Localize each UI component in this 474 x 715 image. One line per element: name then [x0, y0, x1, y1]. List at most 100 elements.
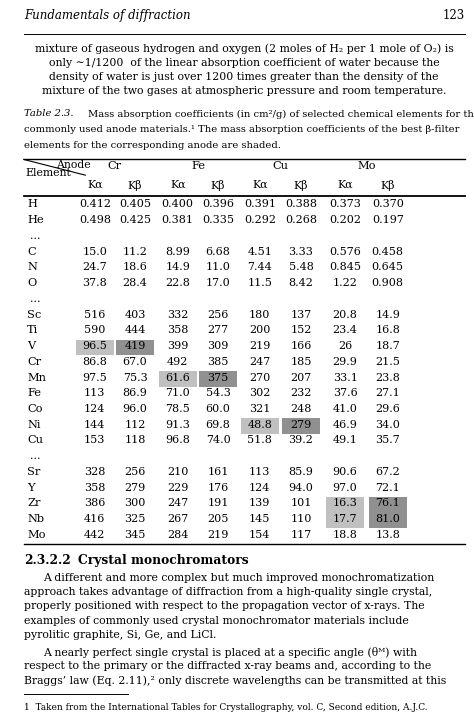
Text: 145: 145: [249, 514, 271, 524]
Text: Kβ: Kβ: [294, 180, 308, 191]
Text: examples of commonly used crystal monochromator materials include: examples of commonly used crystal monoch…: [24, 616, 409, 626]
Text: 37.6: 37.6: [333, 388, 357, 398]
Text: 403: 403: [124, 310, 146, 320]
Text: 205: 205: [207, 514, 229, 524]
Text: 26: 26: [338, 341, 352, 351]
Text: 176: 176: [208, 483, 228, 493]
Text: 29.6: 29.6: [375, 404, 400, 414]
Text: 51.8: 51.8: [247, 435, 272, 445]
Text: 161: 161: [207, 467, 229, 477]
Text: 18.7: 18.7: [375, 341, 400, 351]
Text: 0.908: 0.908: [372, 278, 404, 288]
Text: C: C: [27, 247, 36, 257]
Text: Kβ: Kβ: [128, 180, 142, 191]
Text: 28.4: 28.4: [123, 278, 147, 288]
Text: 6.68: 6.68: [206, 247, 230, 257]
Text: 7.44: 7.44: [247, 262, 272, 272]
Text: 0.412: 0.412: [79, 199, 111, 209]
Text: 123: 123: [442, 9, 465, 21]
Text: V: V: [27, 341, 35, 351]
Text: 112: 112: [124, 420, 146, 430]
Text: 0.396: 0.396: [202, 199, 234, 209]
Text: 124: 124: [249, 483, 271, 493]
Text: Crystal monochromators: Crystal monochromators: [78, 554, 249, 567]
Text: 24.7: 24.7: [82, 262, 107, 272]
Text: Cu: Cu: [273, 161, 289, 171]
Text: He: He: [27, 215, 44, 225]
Text: Table 2.3.: Table 2.3.: [24, 109, 73, 119]
Text: 96.5: 96.5: [82, 341, 107, 351]
Text: 23.4: 23.4: [333, 325, 357, 335]
Text: 1.22: 1.22: [333, 278, 357, 288]
Text: 386: 386: [84, 498, 106, 508]
Text: 166: 166: [290, 341, 312, 351]
Text: 90.6: 90.6: [333, 467, 357, 477]
Text: A different and more complex but much improved monochromatization: A different and more complex but much im…: [43, 573, 434, 583]
Text: 200: 200: [249, 325, 271, 335]
Text: 3.33: 3.33: [289, 247, 313, 257]
Text: 39.2: 39.2: [289, 435, 313, 445]
Text: 0.388: 0.388: [285, 199, 317, 209]
Text: Cu: Cu: [27, 435, 43, 445]
Text: 0.845: 0.845: [329, 262, 361, 272]
Text: 35.7: 35.7: [375, 435, 400, 445]
Text: 300: 300: [124, 498, 146, 508]
Bar: [76, 340, 114, 355]
Text: 23.8: 23.8: [375, 373, 400, 383]
Text: Braggs’ law (Eq. 2.11),² only discrete wavelengths can be transmitted at this: Braggs’ law (Eq. 2.11),² only discrete w…: [24, 676, 446, 686]
Text: 81.0: 81.0: [375, 514, 400, 524]
Text: 17.0: 17.0: [206, 278, 230, 288]
Text: O: O: [27, 278, 36, 288]
Text: 219: 219: [207, 530, 229, 540]
Text: 232: 232: [290, 388, 312, 398]
Text: 86.8: 86.8: [82, 357, 107, 367]
Text: 13.8: 13.8: [375, 530, 400, 540]
Text: Sc: Sc: [27, 310, 41, 320]
Text: 16.8: 16.8: [375, 325, 400, 335]
Text: 48.8: 48.8: [247, 420, 272, 430]
Text: Cr: Cr: [27, 357, 41, 367]
Text: 419: 419: [124, 341, 146, 351]
Text: 152: 152: [290, 325, 312, 335]
Text: 0.391: 0.391: [244, 199, 276, 209]
Text: 20.8: 20.8: [333, 310, 357, 320]
Text: 590: 590: [84, 325, 106, 335]
Text: approach takes advantage of diffraction from a high-quality single crystal,: approach takes advantage of diffraction …: [24, 587, 432, 597]
Text: 22.8: 22.8: [165, 278, 190, 288]
Text: 219: 219: [249, 341, 271, 351]
Text: 325: 325: [124, 514, 146, 524]
Text: 180: 180: [249, 310, 271, 320]
Text: Mo: Mo: [357, 161, 376, 171]
Text: 267: 267: [167, 514, 188, 524]
Text: 117: 117: [291, 530, 311, 540]
Text: 8.42: 8.42: [289, 278, 313, 288]
Text: 18.6: 18.6: [123, 262, 147, 272]
Text: 2.3.2.2: 2.3.2.2: [24, 554, 71, 567]
Text: Fe: Fe: [27, 388, 41, 398]
Text: 49.1: 49.1: [333, 435, 357, 445]
Text: 302: 302: [249, 388, 271, 398]
Text: 14.9: 14.9: [375, 310, 400, 320]
Text: 14.9: 14.9: [165, 262, 190, 272]
Text: 67.0: 67.0: [123, 357, 147, 367]
Text: 256: 256: [207, 310, 229, 320]
Text: 0.400: 0.400: [162, 199, 194, 209]
Text: 34.0: 34.0: [375, 420, 400, 430]
Text: 385: 385: [207, 357, 229, 367]
Text: ...: ...: [30, 451, 41, 461]
Text: elements for the corresponding anode are shaded.: elements for the corresponding anode are…: [24, 141, 281, 150]
Text: 321: 321: [249, 404, 271, 414]
Bar: [241, 418, 279, 434]
Text: 76.1: 76.1: [375, 498, 400, 508]
Text: Mo: Mo: [27, 530, 46, 540]
Text: H: H: [27, 199, 37, 209]
Text: 11.0: 11.0: [206, 262, 230, 272]
Text: Kα: Kα: [87, 180, 102, 190]
Bar: [116, 340, 154, 355]
Text: 210: 210: [167, 467, 189, 477]
Text: 72.1: 72.1: [375, 483, 400, 493]
Text: 113: 113: [249, 467, 271, 477]
Text: 74.0: 74.0: [206, 435, 230, 445]
Text: Fe: Fe: [191, 161, 205, 171]
Text: 139: 139: [249, 498, 271, 508]
